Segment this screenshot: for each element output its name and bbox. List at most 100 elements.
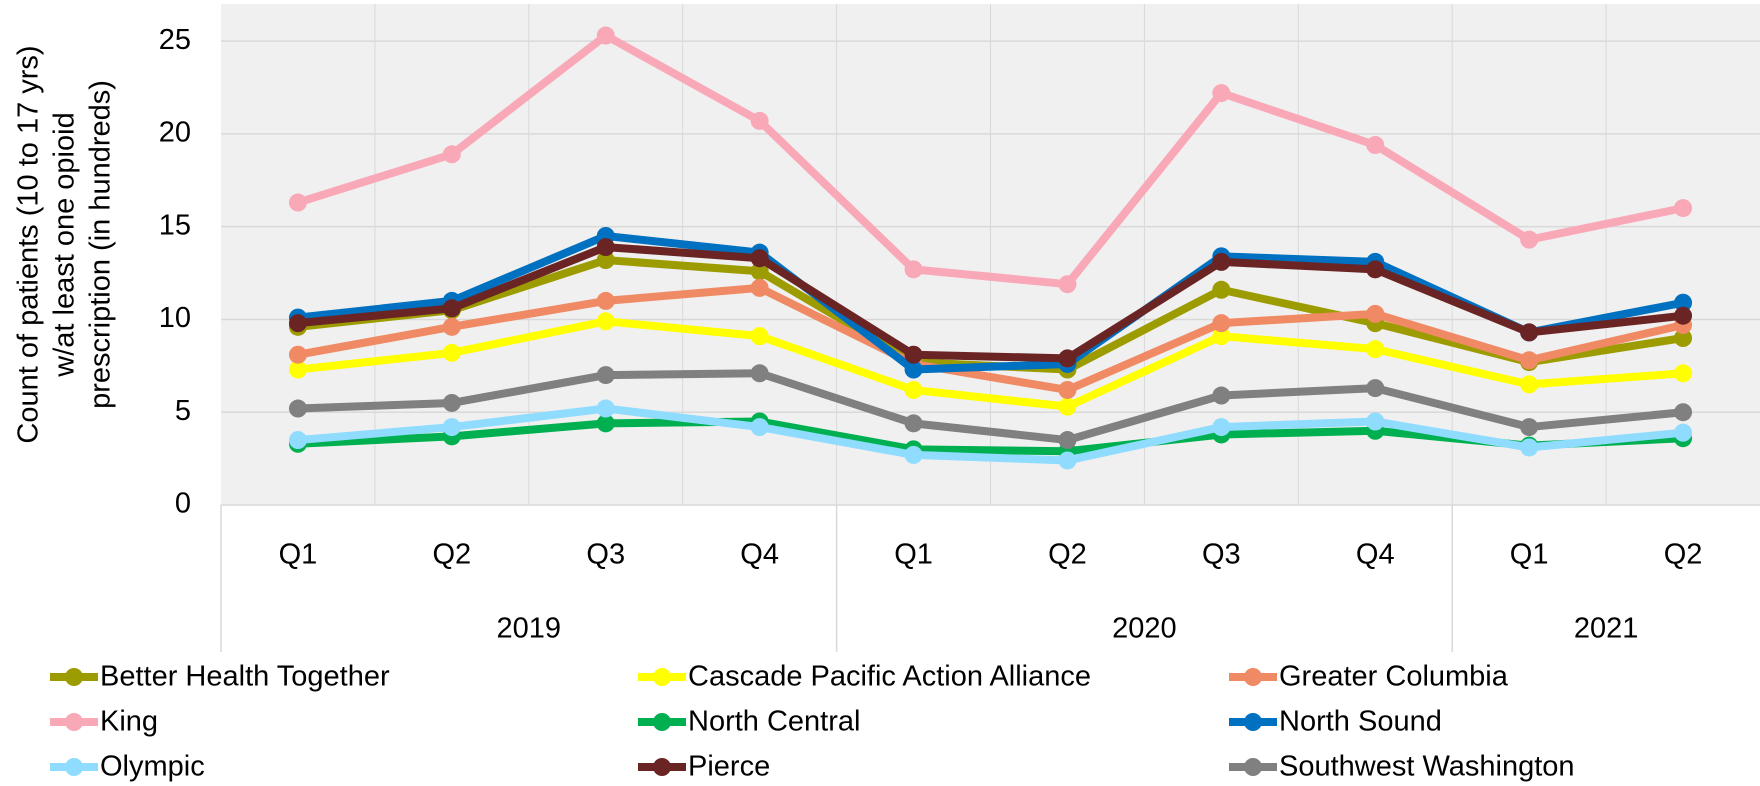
legend-label: Greater Columbia — [1279, 661, 1509, 693]
point — [1058, 397, 1077, 416]
point — [442, 418, 461, 437]
legend-item: Southwest Washington — [1229, 751, 1575, 783]
point — [442, 317, 461, 336]
point — [288, 314, 307, 333]
point — [596, 399, 615, 418]
x-tick-label: Q2 — [1664, 539, 1703, 571]
x-tick-label: Q3 — [586, 539, 625, 571]
y-tick-label: 25 — [159, 24, 191, 56]
point — [1674, 199, 1693, 218]
legend-label: King — [100, 706, 158, 738]
point — [1520, 438, 1539, 457]
point — [1058, 380, 1077, 399]
point — [596, 26, 615, 45]
legend-marker — [65, 668, 83, 686]
point — [1366, 304, 1385, 323]
x-tick-label: Q4 — [740, 539, 779, 571]
legend-label: Better Health Together — [100, 661, 390, 693]
legend-item: Olympic — [50, 751, 205, 783]
point — [1058, 349, 1077, 368]
point — [288, 399, 307, 418]
legend-marker — [1244, 668, 1262, 686]
x-tick-label: Q1 — [894, 539, 933, 571]
legend-label: Olympic — [100, 751, 205, 783]
legend-label: Cascade Pacific Action Alliance — [688, 661, 1091, 693]
point — [750, 364, 769, 383]
legend-marker — [653, 758, 671, 776]
point — [596, 251, 615, 270]
point — [1212, 386, 1231, 405]
point — [750, 262, 769, 281]
point — [1212, 280, 1231, 299]
legend-marker — [1244, 713, 1262, 731]
y-axis-label: prescription (in hundreds) — [85, 80, 117, 409]
point — [1674, 423, 1693, 442]
point — [1674, 364, 1693, 383]
legend-marker — [65, 758, 83, 776]
legend-marker — [65, 713, 83, 731]
series-line — [297, 243, 1684, 363]
x-group-label: 2020 — [1112, 613, 1177, 645]
legend-item: North Sound — [1229, 706, 1442, 738]
legend-marker — [1244, 758, 1262, 776]
point — [442, 393, 461, 412]
point — [596, 366, 615, 385]
point — [750, 418, 769, 437]
x-tick-label: Q1 — [1510, 539, 1549, 571]
point — [750, 249, 769, 268]
x-tick-label: Q3 — [1202, 539, 1241, 571]
point — [1674, 293, 1693, 312]
point — [1212, 327, 1231, 346]
point — [1058, 431, 1077, 450]
point — [288, 345, 307, 364]
point — [442, 343, 461, 362]
point — [904, 445, 923, 464]
point — [442, 299, 461, 318]
x-group-label: 2019 — [497, 613, 562, 645]
x-tick-label: Q4 — [1356, 539, 1395, 571]
point — [596, 291, 615, 310]
point — [288, 193, 307, 212]
x-tick-label: Q2 — [1048, 539, 1087, 571]
legend-marker — [653, 713, 671, 731]
legend-marker — [653, 668, 671, 686]
point — [442, 145, 461, 164]
legend-label: Southwest Washington — [1279, 751, 1575, 783]
point — [1520, 230, 1539, 249]
point — [904, 414, 923, 433]
point — [1674, 403, 1693, 422]
point — [1366, 260, 1385, 279]
point — [288, 360, 307, 379]
point — [1058, 275, 1077, 294]
y-tick-label: 10 — [159, 302, 191, 334]
y-tick-label: 20 — [159, 117, 191, 149]
legend-item: North Central — [638, 706, 860, 738]
point — [596, 312, 615, 331]
point — [1212, 418, 1231, 437]
point — [750, 278, 769, 297]
point — [750, 111, 769, 130]
x-tick-label: Q1 — [279, 539, 318, 571]
point — [1520, 375, 1539, 394]
x-group-label: 2021 — [1574, 613, 1639, 645]
y-tick-label: 15 — [159, 209, 191, 241]
legend-item: Better Health Together — [50, 661, 390, 693]
point — [750, 327, 769, 346]
point — [288, 431, 307, 450]
y-tick-label: 0 — [175, 488, 191, 520]
legend-item: Greater Columbia — [1229, 661, 1509, 693]
legend-item: Cascade Pacific Action Alliance — [638, 661, 1091, 693]
point — [1674, 306, 1693, 325]
point — [1366, 136, 1385, 155]
point — [596, 414, 615, 433]
legend-item: King — [50, 706, 158, 738]
legend-label: Pierce — [688, 751, 770, 783]
y-axis-label: Count of patients (10 to 17 yrs) — [13, 45, 45, 443]
point — [904, 380, 923, 399]
point — [1212, 84, 1231, 103]
point — [1520, 351, 1539, 370]
point — [1366, 379, 1385, 398]
y-tick-label: 5 — [175, 395, 191, 427]
point — [1058, 451, 1077, 470]
point — [904, 345, 923, 364]
